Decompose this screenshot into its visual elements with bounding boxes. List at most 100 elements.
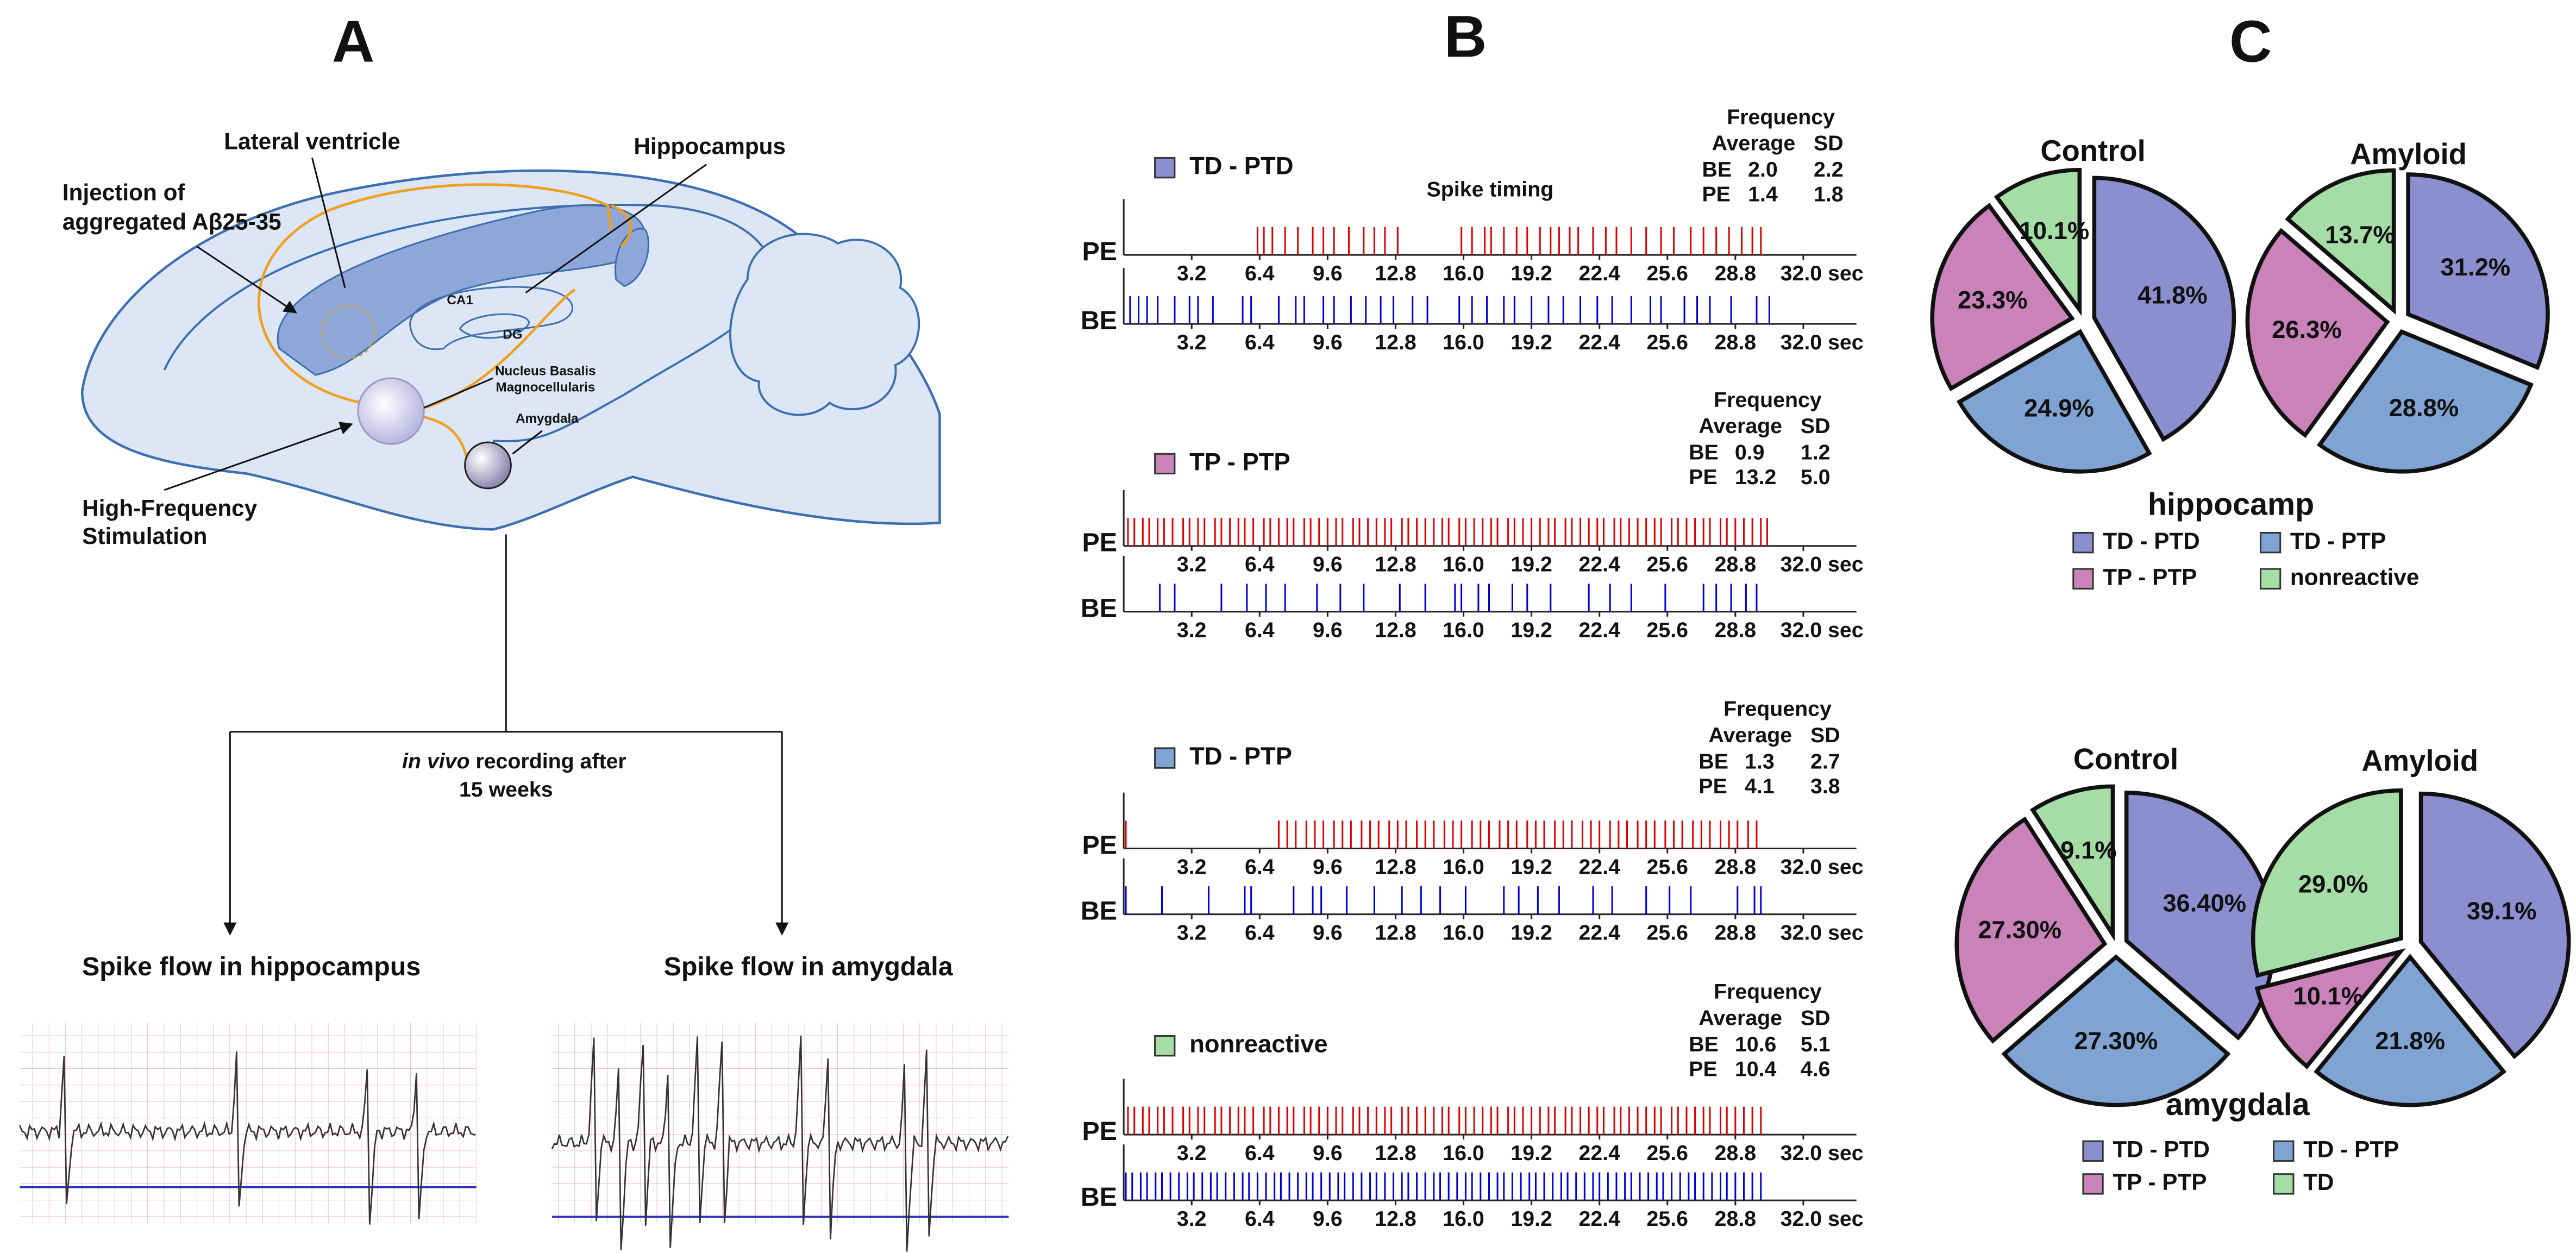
x-tick-label: 3.2: [1177, 330, 1207, 354]
x-tick-label: 22.4: [1578, 618, 1620, 642]
trace: [551, 1035, 1009, 1252]
table-cell: 10.6: [1735, 1032, 1776, 1056]
pie-slice: [2254, 948, 2406, 1069]
x-tick-label: 19.2: [1510, 618, 1552, 642]
row-label: PE: [1082, 528, 1118, 557]
row-label: PE: [1082, 237, 1118, 266]
x-tick-label: 9.6: [1313, 1141, 1343, 1165]
table-title: Frequency: [1723, 697, 1832, 721]
legend-label: TD - PTP: [2303, 1137, 2399, 1162]
legend-swatch: [2259, 531, 2282, 554]
x-tick-label: 3.2: [1177, 261, 1207, 285]
table-cell: 2.7: [1810, 750, 1840, 774]
x-tick-label: 25.6: [1647, 920, 1688, 944]
x-tick-label: 32.0 sec: [1781, 855, 1864, 879]
pie-slice: [2245, 228, 2390, 438]
x-tick-label: 9.6: [1313, 330, 1343, 354]
pie-slice: [1930, 203, 2075, 392]
pie-slice: [2418, 791, 2571, 1060]
ca1-shape: [409, 286, 574, 350]
panel-label: A: [332, 8, 375, 74]
table-cell: 1.8: [1814, 183, 1844, 206]
data-label: 21.8%: [2375, 1027, 2445, 1055]
data-label: 28.8%: [2389, 394, 2459, 422]
label: Amygdala: [516, 411, 579, 426]
x-tick-label: 32.0 sec: [1781, 330, 1864, 354]
x-tick-label: 16.0: [1443, 920, 1484, 944]
x-tick-label: 28.8: [1715, 1141, 1756, 1165]
panel-a-diagram: A Lateral ventricle Hippocampus Injectio…: [20, 8, 1009, 1224]
x-tick-label: 28.8: [1715, 618, 1756, 642]
trace-grid: [20, 1023, 477, 1224]
x-tick-label: 16.0: [1443, 261, 1484, 285]
legend-label: TD - PTD: [2103, 528, 2200, 554]
x-tick-label: 16.0: [1443, 1207, 1484, 1231]
legend-swatch: [2082, 1173, 2104, 1195]
data-label: 29.0%: [2298, 870, 2368, 898]
table-header: SD: [1801, 414, 1831, 438]
annotation: Spike timing: [1427, 177, 1554, 201]
table-cell: 0.9: [1735, 441, 1765, 465]
legend-swatch: [2273, 1140, 2295, 1162]
label: Injection of: [62, 179, 186, 205]
x-tick-label: 6.4: [1245, 261, 1275, 285]
x-tick-label: 22.4: [1578, 1207, 1620, 1231]
x-tick-label: 12.8: [1375, 920, 1416, 944]
cerebellum: [729, 233, 920, 416]
row-label: PE: [1082, 1117, 1118, 1146]
data-label: 39.1%: [2467, 897, 2537, 925]
legend-swatch: [1154, 453, 1176, 475]
x-tick-label: 9.6: [1313, 261, 1343, 285]
label: CA1: [447, 293, 473, 308]
label: recording after: [470, 750, 626, 774]
projection-lines: [258, 183, 632, 458]
x-tick-label: 16.0: [1443, 1141, 1484, 1165]
table-cell: 4.6: [1801, 1057, 1831, 1081]
x-tick-label: 22.4: [1578, 920, 1620, 944]
table-cell: 1.3: [1745, 750, 1775, 774]
x-tick-label: 32.0 sec: [1781, 920, 1864, 944]
data-label: 10.1%: [2293, 982, 2364, 1010]
table-header: SD: [1801, 1006, 1831, 1030]
label: Hippocampus: [634, 134, 786, 159]
table-cell: BE: [1689, 1032, 1719, 1056]
x-tick-label: 12.8: [1375, 1207, 1416, 1231]
pie-slice: [2285, 168, 2396, 315]
pie-slice: [2001, 954, 2231, 1107]
x-tick-label: 16.0: [1443, 552, 1484, 576]
x-tick-label: 25.6: [1647, 330, 1688, 354]
x-tick-label: 19.2: [1510, 552, 1552, 576]
x-tick-label: 32.0 sec: [1781, 552, 1864, 576]
table-cell: PE: [1689, 465, 1717, 489]
data-label: 23.3%: [1958, 286, 2028, 314]
row-label: BE: [1081, 306, 1117, 335]
table-cell: 13.2: [1735, 465, 1776, 489]
x-tick-label: 16.0: [1443, 330, 1484, 354]
legend-swatch: [1154, 157, 1176, 179]
pie-slice: [2030, 784, 2115, 942]
x-tick-label: 12.8: [1375, 855, 1416, 879]
group-title: hippocamp: [2148, 487, 2314, 522]
trace: [19, 1051, 476, 1225]
pie-slice: [2251, 788, 2403, 978]
table-cell: PE: [1698, 774, 1727, 798]
x-tick-label: 9.6: [1313, 552, 1343, 576]
cortex-line: [163, 204, 774, 442]
x-tick-label: 6.4: [1245, 552, 1275, 576]
table-header: Average: [1698, 1006, 1782, 1030]
x-tick-label: 6.4: [1245, 330, 1275, 354]
x-tick-label: 25.6: [1647, 1207, 1688, 1231]
group-title: amygdala: [2166, 1087, 2310, 1122]
injection-aggregate: [321, 305, 375, 360]
label: Magnocellularis: [496, 380, 595, 395]
legend-swatch: [2082, 1140, 2104, 1162]
legend-swatch: [1154, 747, 1176, 769]
table-header: SD: [1810, 723, 1840, 747]
x-tick-label: 32.0 sec: [1781, 618, 1864, 642]
x-tick-label: 12.8: [1375, 330, 1416, 354]
x-tick-label: 22.4: [1578, 261, 1620, 285]
legend-swatch: [2259, 568, 2282, 590]
legend-swatch: [2273, 1173, 2295, 1195]
label: Nucleus Basalis: [495, 364, 596, 378]
table-cell: BE: [1698, 750, 1728, 774]
